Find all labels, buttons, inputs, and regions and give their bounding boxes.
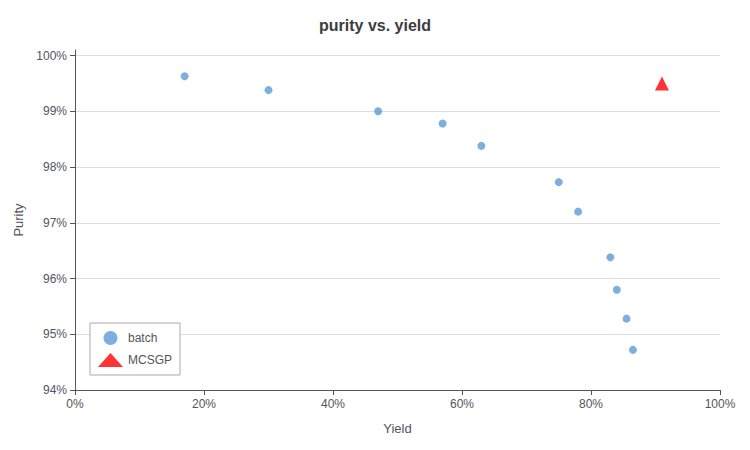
svg-text:batch: batch [128, 331, 157, 345]
svg-text:60%: 60% [450, 397, 474, 411]
svg-text:94%: 94% [43, 383, 67, 397]
svg-text:80%: 80% [579, 397, 603, 411]
svg-text:0%: 0% [66, 397, 84, 411]
svg-text:20%: 20% [192, 397, 216, 411]
svg-text:100%: 100% [36, 49, 67, 63]
svg-text:95%: 95% [43, 327, 67, 341]
svg-text:MCSGP: MCSGP [128, 353, 172, 367]
svg-text:96%: 96% [43, 272, 67, 286]
svg-text:98%: 98% [43, 160, 67, 174]
svg-text:40%: 40% [321, 397, 345, 411]
svg-text:99%: 99% [43, 104, 67, 118]
svg-text:97%: 97% [43, 216, 67, 230]
svg-text:Yield: Yield [383, 421, 411, 436]
svg-text:100%: 100% [705, 397, 736, 411]
svg-text:purity vs. yield: purity vs. yield [319, 17, 431, 34]
svg-text:Purity: Purity [11, 203, 26, 237]
